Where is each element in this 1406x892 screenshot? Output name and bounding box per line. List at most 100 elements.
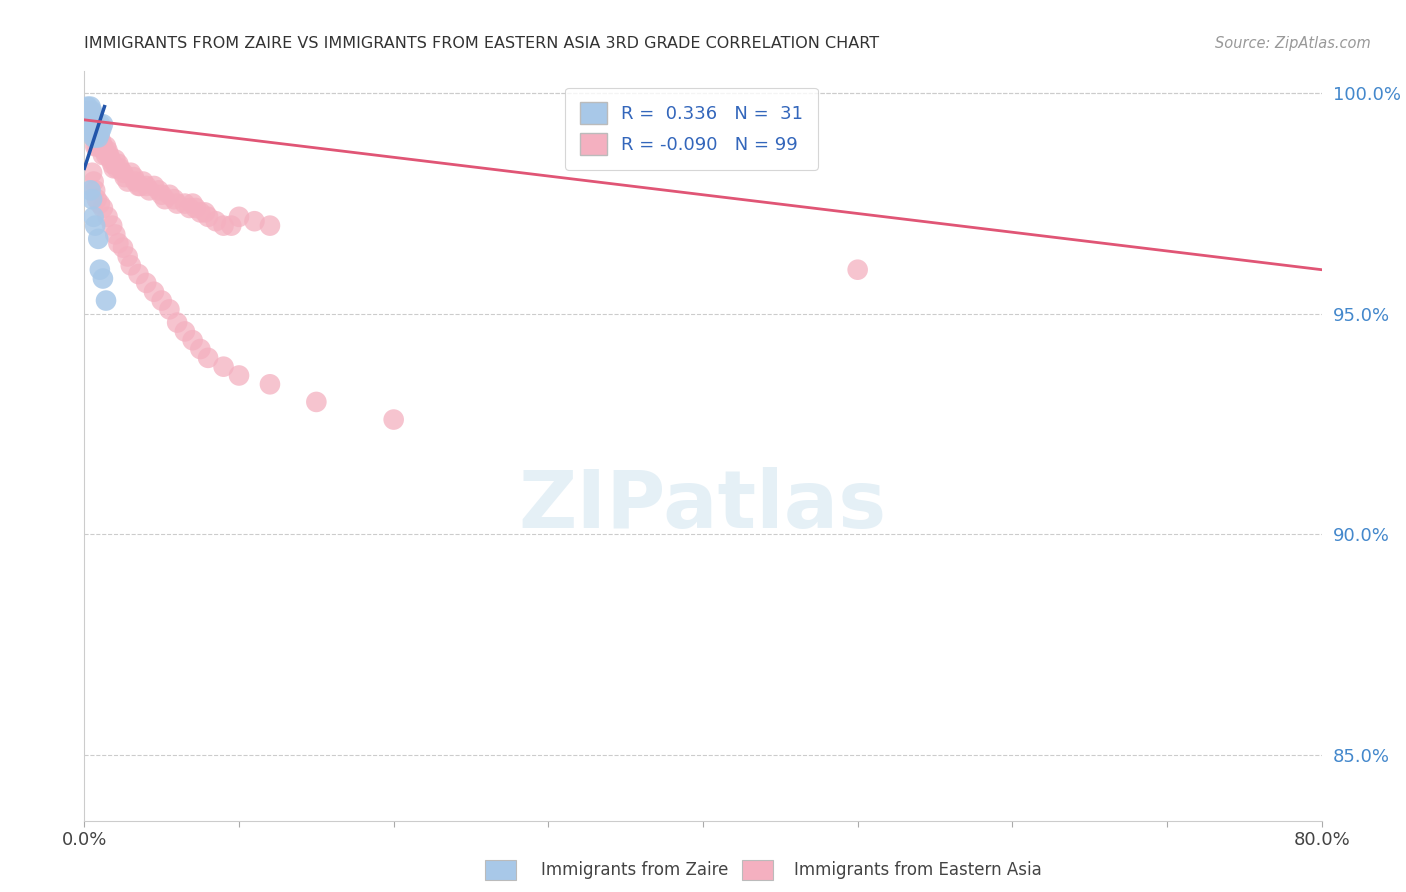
Point <box>221 219 243 233</box>
Point <box>86 139 108 153</box>
Point <box>188 205 212 219</box>
Point <box>87 135 110 149</box>
Point <box>84 121 107 136</box>
Point <box>135 178 157 193</box>
Point <box>105 161 128 176</box>
Point <box>91 148 114 162</box>
Point <box>76 103 98 118</box>
Point <box>846 262 869 277</box>
Point <box>89 196 111 211</box>
Point <box>166 196 188 211</box>
Point <box>86 117 108 131</box>
Point <box>153 192 176 206</box>
Point <box>259 219 281 233</box>
Point <box>87 121 110 136</box>
Point <box>79 121 101 136</box>
Text: Immigrants from Zaire: Immigrants from Zaire <box>541 861 728 879</box>
Point <box>91 139 114 153</box>
Point <box>124 175 146 189</box>
Point <box>112 241 135 255</box>
Point <box>84 130 107 145</box>
Point <box>181 196 204 211</box>
Point <box>90 135 112 149</box>
Point <box>148 183 170 197</box>
Point <box>159 302 181 317</box>
Point <box>184 201 207 215</box>
Point <box>77 117 100 131</box>
Point <box>79 112 101 127</box>
Point <box>112 166 135 180</box>
Point <box>122 170 145 185</box>
Point <box>120 166 142 180</box>
Point <box>84 126 107 140</box>
Point <box>205 214 228 228</box>
Point <box>83 121 105 136</box>
Point <box>97 144 120 158</box>
Point <box>79 100 101 114</box>
Point <box>163 192 186 206</box>
Point <box>84 219 107 233</box>
Point <box>382 412 405 426</box>
Point <box>82 121 104 136</box>
Point <box>91 201 114 215</box>
Point <box>174 196 197 211</box>
Point <box>94 148 117 162</box>
Point <box>179 201 201 215</box>
Text: ZIPatlas: ZIPatlas <box>519 467 887 545</box>
Point <box>89 262 111 277</box>
Point <box>84 117 107 131</box>
Point <box>84 112 107 127</box>
Point <box>89 130 111 145</box>
Point <box>86 192 108 206</box>
Point <box>87 126 110 140</box>
Point <box>228 210 250 224</box>
Point <box>101 157 124 171</box>
Point <box>197 351 219 365</box>
Point <box>128 267 150 281</box>
Point <box>212 219 235 233</box>
Point <box>77 112 100 127</box>
Point <box>79 103 101 118</box>
Point <box>114 170 136 185</box>
Point <box>101 219 124 233</box>
Point <box>87 232 110 246</box>
Point <box>94 293 117 308</box>
Point <box>174 325 197 339</box>
Point <box>79 108 101 122</box>
Point <box>120 258 142 272</box>
Point <box>138 183 160 197</box>
Point <box>87 130 110 145</box>
Point <box>243 214 266 228</box>
Point <box>82 112 104 127</box>
Point <box>100 153 122 167</box>
Point <box>83 112 105 127</box>
Point <box>83 210 105 224</box>
Point <box>150 187 173 202</box>
Point <box>82 166 104 180</box>
Point <box>89 139 111 153</box>
Point <box>117 175 139 189</box>
Legend: R =  0.336   N =  31, R = -0.090   N = 99: R = 0.336 N = 31, R = -0.090 N = 99 <box>565 88 818 169</box>
Point <box>83 175 105 189</box>
Point <box>89 126 111 140</box>
Text: Source: ZipAtlas.com: Source: ZipAtlas.com <box>1215 36 1371 51</box>
Point <box>77 103 100 118</box>
Point <box>82 108 104 122</box>
Point <box>98 148 121 162</box>
Point <box>104 227 127 242</box>
Point <box>129 178 152 193</box>
Point <box>82 192 104 206</box>
Point <box>117 250 139 264</box>
Point <box>84 183 107 197</box>
Point <box>91 117 114 131</box>
Point <box>132 175 155 189</box>
Point <box>197 210 219 224</box>
Point <box>94 139 117 153</box>
Point <box>228 368 250 383</box>
Point <box>143 285 166 299</box>
Point <box>91 271 114 285</box>
Point <box>79 117 101 131</box>
Point <box>108 161 131 176</box>
Point <box>166 316 188 330</box>
Point <box>104 153 127 167</box>
